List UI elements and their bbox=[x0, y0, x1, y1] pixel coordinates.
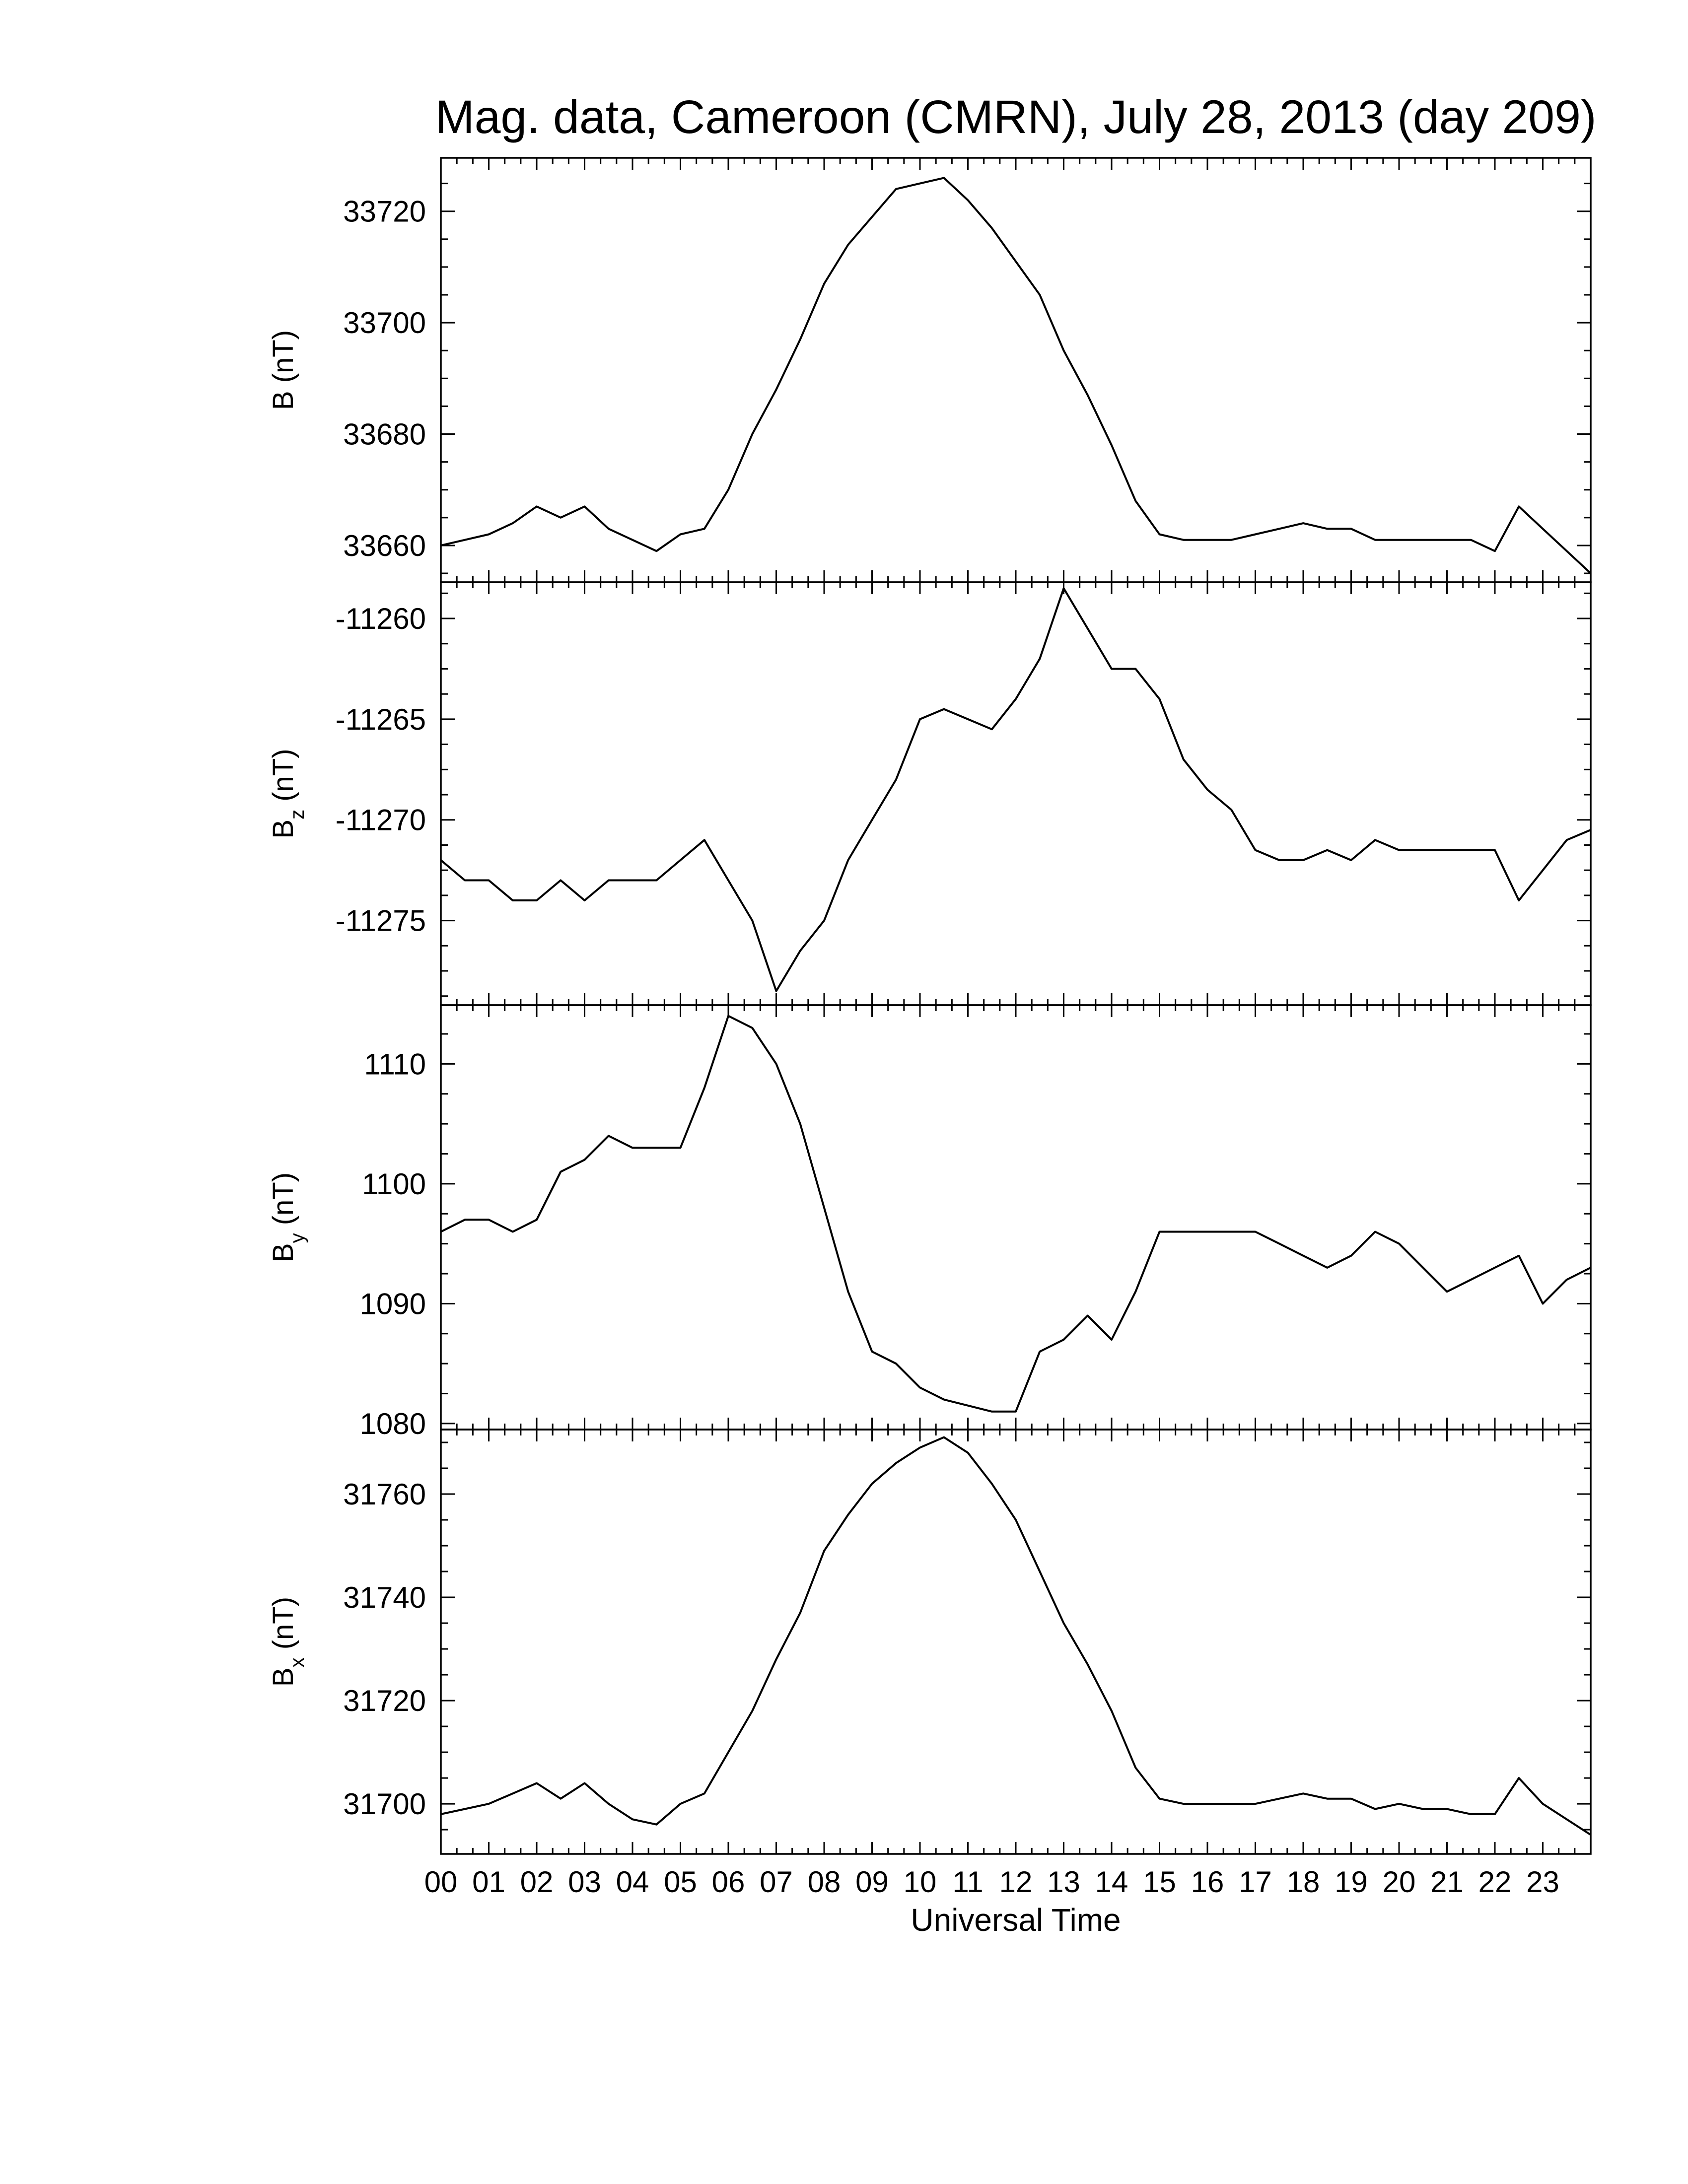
series-line-Bx bbox=[440, 1436, 1592, 1836]
y-tick-label: 31760 bbox=[343, 1478, 426, 1511]
y-axis-title-By: By (nT) bbox=[267, 1172, 308, 1262]
x-tick-label: 17 bbox=[1239, 1865, 1272, 1899]
x-tick-label: 13 bbox=[1047, 1865, 1080, 1899]
x-tick-label: 08 bbox=[808, 1865, 841, 1899]
y-tick-label: 1090 bbox=[360, 1287, 426, 1320]
x-tick-label: 14 bbox=[1095, 1865, 1128, 1899]
series-line-By bbox=[440, 1015, 1591, 1413]
x-axis-title: Universal Time bbox=[911, 1902, 1121, 1938]
y-tick-label: 1110 bbox=[364, 1047, 426, 1081]
y-axis-title-Bz: Bz (nT) bbox=[267, 749, 308, 838]
x-tick-label: 05 bbox=[664, 1865, 697, 1899]
y-tick-label: -11260 bbox=[336, 602, 426, 635]
x-tick-label: 04 bbox=[616, 1865, 649, 1899]
plot-frame-Bz bbox=[440, 581, 1592, 1006]
y-tick-label: 31700 bbox=[343, 1787, 426, 1821]
x-tick-label: 12 bbox=[999, 1865, 1033, 1899]
plot-frame-B bbox=[440, 157, 1592, 583]
y-tick-label: -11265 bbox=[336, 703, 426, 736]
x-tick-label: 18 bbox=[1287, 1865, 1320, 1899]
x-tick-label: 10 bbox=[904, 1865, 937, 1899]
chart-title: Mag. data, Cameroon (CMRN), July 28, 201… bbox=[435, 91, 1596, 143]
y-axis-title-B: B (nT) bbox=[267, 330, 299, 410]
y-tick-label: 33680 bbox=[343, 418, 426, 451]
x-tick-label: 16 bbox=[1191, 1865, 1224, 1899]
x-tick-label: 19 bbox=[1335, 1865, 1368, 1899]
y-tick-label: 1080 bbox=[360, 1407, 426, 1440]
y-tick-label: -11275 bbox=[336, 904, 426, 938]
x-tick-label: 20 bbox=[1383, 1865, 1416, 1899]
series-line-Bz bbox=[440, 587, 1591, 992]
x-tick-label: 21 bbox=[1430, 1865, 1464, 1899]
x-tick-label: 02 bbox=[520, 1865, 554, 1899]
plot-frame-Bx bbox=[440, 1429, 1592, 1855]
x-tick-label: 23 bbox=[1526, 1865, 1559, 1899]
y-tick-label: 31740 bbox=[343, 1581, 426, 1614]
x-tick-label: 01 bbox=[472, 1865, 505, 1899]
x-tick-label: 00 bbox=[424, 1865, 458, 1899]
x-tick-label: 15 bbox=[1143, 1865, 1176, 1899]
y-tick-label: 33720 bbox=[343, 195, 426, 228]
plot-frame-By bbox=[440, 1004, 1592, 1431]
x-tick-label: 22 bbox=[1478, 1865, 1512, 1899]
x-tick-label: 11 bbox=[952, 1865, 983, 1899]
y-tick-label: 1100 bbox=[362, 1167, 426, 1201]
y-tick-label: 33660 bbox=[343, 529, 426, 562]
x-tick-label: 06 bbox=[712, 1865, 745, 1899]
panel-By: 1080 1090 1100 1110 By (nT) bbox=[267, 1004, 1592, 1440]
y-tick-label: -11270 bbox=[336, 804, 426, 837]
panel-B: 33660 33680 33700 33720 B (nT) bbox=[267, 157, 1592, 583]
x-tick-label: 07 bbox=[760, 1865, 793, 1899]
panel-Bx: 31700 31720 31740 31760 Bx (nT) bbox=[267, 1429, 1592, 1855]
y-axis-title-Bx: Bx (nT) bbox=[267, 1597, 308, 1687]
series-line-B bbox=[440, 177, 1592, 574]
x-tick-label: 09 bbox=[855, 1865, 889, 1899]
y-tick-label: 31720 bbox=[343, 1684, 426, 1717]
y-tick-label: 33700 bbox=[343, 306, 426, 340]
x-tick-label: 03 bbox=[568, 1865, 601, 1899]
panel-Bz: -11275 -11270 -11265 -11260 Bz (nT) bbox=[267, 581, 1592, 1006]
